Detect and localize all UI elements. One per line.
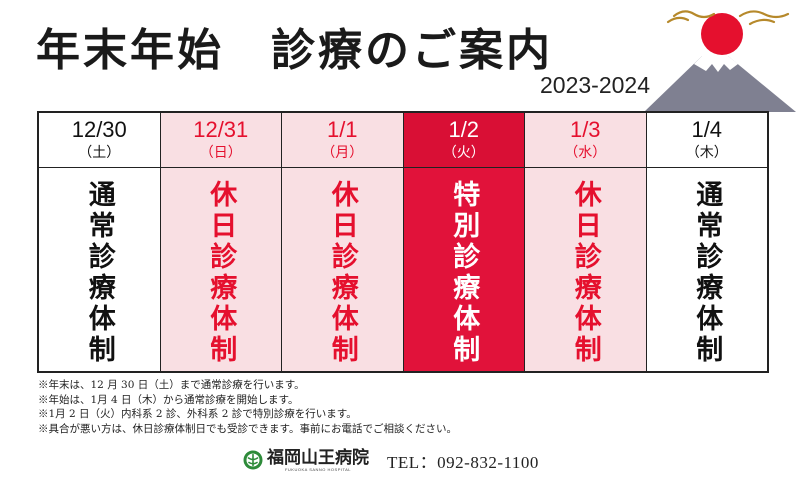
day-weekday: （土） — [78, 145, 121, 161]
hospital-name-en: FUKUOKA SANNO HOSPITAL — [284, 466, 352, 472]
day-status: 通常診療体制 — [691, 180, 723, 366]
hospital-name: 福岡山王病院 — [267, 447, 369, 468]
hospital-logo-icon — [243, 450, 263, 470]
day-header: 12/30 （土） — [39, 113, 160, 168]
year-range: 2023-2024 — [540, 72, 650, 98]
day-column-1-2: 1/2 （火） 特別診療体制 — [403, 113, 525, 371]
day-column-12-30: 12/30 （土） 通常診療体制 — [39, 113, 161, 371]
day-date: 12/31 — [193, 117, 249, 142]
day-date: 1/1 — [326, 117, 358, 142]
day-column-1-3: 1/3 （水） 休日診療体制 — [525, 113, 647, 371]
note-item: ※年末は、12 月 30 日（土）まで通常診療を行います。 — [38, 379, 305, 391]
day-status: 休日診療体制 — [569, 180, 601, 366]
day-header: 1/2 （火） — [403, 113, 524, 168]
day-weekday: （日） — [199, 145, 242, 161]
day-weekday: （水） — [564, 145, 607, 161]
day-header: 1/3 （水） — [525, 113, 646, 168]
day-weekday: （火） — [442, 145, 485, 161]
day-status: 通常診療体制 — [83, 180, 115, 366]
day-date: 12/30 — [71, 117, 127, 142]
day-status: 特別診療体制 — [448, 180, 480, 366]
page-title: 年末年始 診療のご案内 — [36, 25, 553, 76]
note-item: ※具合が悪い方は、休日診療体制日でも受診できます。事前にお電話でご相談ください。 — [38, 422, 457, 435]
day-date: 1/2 — [448, 117, 480, 142]
note-item: ※1月 2 日（火）内科系 2 診、外科系 2 診で特別診療を行います。 — [38, 408, 357, 420]
notes-list: ※年末は、12 月 30 日（土）まで通常診療を行います。 ※年始は、1月 4 … — [38, 378, 457, 436]
day-status: 休日診療体制 — [326, 180, 358, 366]
day-status: 休日診療体制 — [205, 180, 237, 366]
phone-number: TEL：092-832-1100 — [387, 452, 539, 472]
day-date: 1/4 — [691, 117, 723, 142]
day-weekday: （木） — [685, 145, 728, 161]
day-column-12-31: 12/31 （日） 休日診療体制 — [160, 113, 282, 371]
schedule-table: 12/30 （土） 通常診療体制 12/31 （日） 休日診療体制 1/1 （月… — [37, 111, 769, 373]
day-column-1-1: 1/1 （月） 休日診療体制 — [282, 113, 404, 371]
footer: 福岡山王病院 FUKUOKA SANNO HOSPITAL TEL：092-83… — [243, 448, 539, 472]
note-item: ※年始は、1月 4 日（木）から通常診療を開始します。 — [38, 393, 299, 406]
day-header: 12/31 （日） — [160, 113, 281, 168]
day-date: 1/3 — [569, 117, 601, 142]
day-header: 1/4 （木） — [646, 113, 767, 168]
day-header: 1/1 （月） — [282, 113, 403, 168]
day-column-1-4: 1/4 （木） 通常診療体制 — [646, 113, 767, 371]
day-weekday: （月） — [321, 145, 364, 161]
mount-fuji-sunrise-icon — [644, 10, 796, 112]
